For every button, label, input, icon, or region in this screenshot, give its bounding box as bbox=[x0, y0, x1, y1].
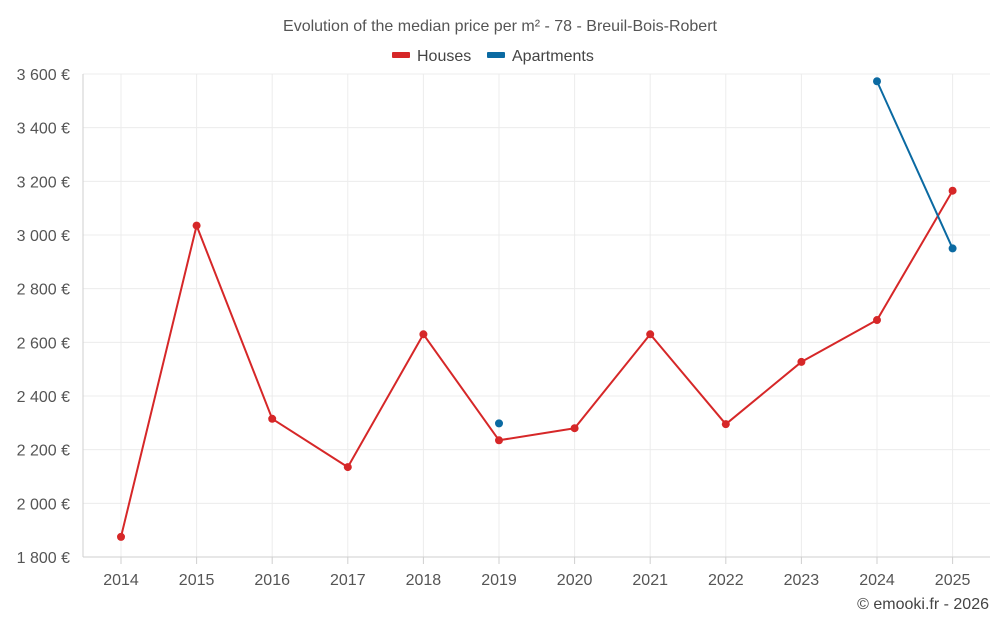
houses-data-point[interactable] bbox=[948, 186, 957, 195]
houses-series-line bbox=[120, 189, 954, 538]
legend-swatch-apartments[interactable] bbox=[487, 52, 505, 58]
x-tick-label: 2017 bbox=[330, 572, 366, 589]
houses-data-point[interactable] bbox=[721, 420, 730, 429]
y-tick-label: 3 000 € bbox=[17, 228, 70, 245]
x-tick-label: 2020 bbox=[557, 572, 593, 589]
x-tick-label: 2022 bbox=[708, 572, 744, 589]
chart-title: Evolution of the median price per m² - 7… bbox=[283, 18, 718, 35]
y-tick-label: 3 600 € bbox=[17, 67, 70, 84]
y-tick-label: 2 800 € bbox=[17, 282, 70, 299]
houses-data-point[interactable] bbox=[343, 463, 352, 472]
x-tick-label: 2019 bbox=[481, 572, 517, 589]
houses-data-point[interactable] bbox=[192, 221, 201, 230]
houses-data-point[interactable] bbox=[268, 414, 277, 423]
apartments-data-point[interactable] bbox=[948, 244, 957, 253]
y-tick-label: 2 000 € bbox=[17, 496, 70, 513]
apartments-data-point[interactable] bbox=[495, 419, 503, 428]
legend[interactable]: Houses Apartments bbox=[392, 48, 594, 65]
y-tick-label: 3 200 € bbox=[17, 174, 70, 191]
apartments-data-point[interactable] bbox=[873, 77, 881, 86]
y-tick-label: 2 600 € bbox=[17, 335, 70, 352]
x-tick-label: 2018 bbox=[406, 572, 442, 589]
x-tick-label: 2014 bbox=[103, 572, 139, 589]
houses-data-point[interactable] bbox=[117, 532, 125, 541]
y-tick-label: 3 400 € bbox=[17, 121, 70, 138]
houses-data-point[interactable] bbox=[646, 330, 655, 339]
legend-label-houses[interactable]: Houses bbox=[417, 48, 471, 65]
apartments-series-line bbox=[876, 80, 954, 250]
houses-data-point[interactable] bbox=[873, 316, 881, 325]
y-tick-label: 1 800 € bbox=[17, 550, 70, 567]
houses-data-point[interactable] bbox=[495, 436, 503, 445]
y-tick-label: 2 200 € bbox=[17, 443, 70, 460]
legend-swatch-houses[interactable] bbox=[392, 52, 410, 58]
chart-credit: © emooki.fr - 2026 bbox=[857, 596, 989, 613]
houses-data-point[interactable] bbox=[797, 357, 806, 366]
x-tick-label: 2021 bbox=[632, 572, 668, 589]
x-tick-label: 2025 bbox=[935, 572, 971, 589]
houses-data-point[interactable] bbox=[570, 424, 579, 433]
houses-data-point[interactable] bbox=[419, 330, 428, 339]
x-tick-label: 2016 bbox=[254, 572, 290, 589]
x-tick-label: 2015 bbox=[179, 572, 215, 589]
y-tick-label: 2 400 € bbox=[17, 389, 70, 406]
x-tick-label: 2024 bbox=[859, 572, 895, 589]
x-tick-label: 2023 bbox=[784, 572, 820, 589]
legend-label-apartments[interactable]: Apartments bbox=[512, 48, 594, 65]
